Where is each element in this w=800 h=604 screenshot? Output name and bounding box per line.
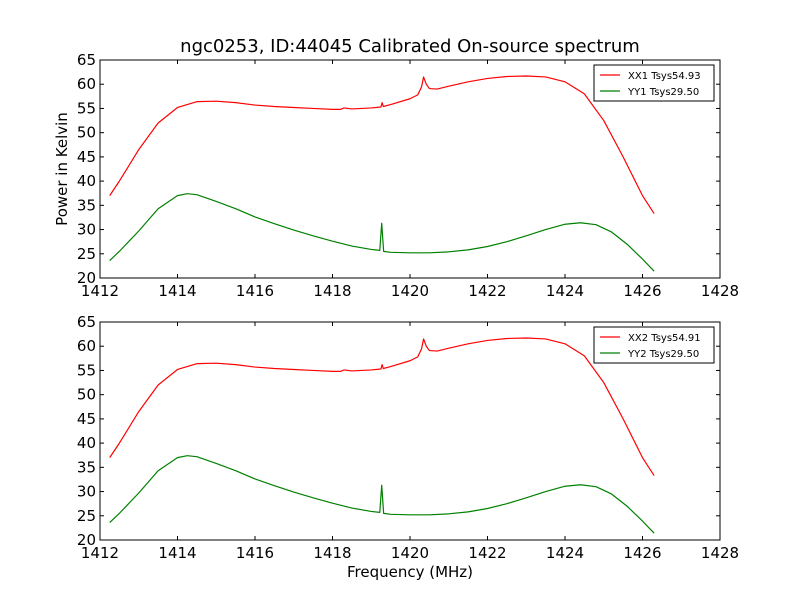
y-tick-label: 30: [77, 483, 96, 501]
x-tick-label: 1416: [236, 544, 274, 562]
y-tick-label: 20: [77, 531, 96, 549]
x-tick-label: 1426: [623, 282, 661, 300]
legend: XX1 Tsys54.93 YY1 Tsys29.50: [593, 64, 715, 102]
x-tick-label: 1420: [391, 282, 429, 300]
x-tick-label: 1418: [313, 544, 351, 562]
y-tick-label: 65: [77, 313, 96, 331]
x-tick-label: 1424: [546, 282, 584, 300]
y-tick-label: 45: [77, 410, 96, 428]
legend-entry-label: YY1 Tsys29.50: [627, 87, 699, 98]
x-tick-label: 1412: [81, 544, 119, 562]
top-spectrum-panel: 1412 1414 1416 1418 1420 1422 1424 1426 1428 20 25…: [53, 51, 739, 300]
x-tick-label: 1416: [236, 282, 274, 300]
legend-entry-label: XX2 Tsys54.91: [628, 333, 701, 344]
legend-entry-label: YY2 Tsys29.50: [627, 349, 699, 360]
x-tick-label: 1424: [546, 544, 584, 562]
y-tick-label: 50: [77, 386, 96, 404]
x-tick-label: 1414: [158, 282, 196, 300]
x-tick-label: 1420: [391, 544, 429, 562]
series-line-xx2: [109, 337, 655, 476]
series-line-xx1: [109, 75, 655, 214]
x-tick-label: 1412: [81, 282, 119, 300]
y-tick-label: 55: [77, 361, 96, 379]
y-tick-label: 55: [77, 99, 96, 117]
y-tick-label: 60: [77, 337, 96, 355]
y-tick-label: 50: [77, 124, 96, 142]
series-line-yy1: [109, 193, 655, 272]
legend-box: [593, 64, 715, 102]
x-axis-label: Frequency (MHz): [347, 563, 473, 581]
y-tick-label: 40: [77, 434, 96, 452]
bottom-spectrum-panel: 1412 1414 1416 1418 1420 1422 1424 1426 1428 20 25…: [77, 313, 739, 581]
y-tick-label: 20: [77, 269, 96, 287]
legend-box: [593, 326, 715, 364]
legend: XX2 Tsys54.91 YY2 Tsys29.50: [593, 326, 715, 364]
x-tick-label: 1426: [623, 544, 661, 562]
y-tick-label: 40: [77, 172, 96, 190]
y-tick-label: 25: [77, 245, 96, 263]
series-line-yy2: [109, 455, 655, 534]
x-tick-label: 1414: [158, 544, 196, 562]
y-axis-label: Power in Kelvin: [53, 112, 71, 226]
x-tick-label: 1422: [468, 544, 506, 562]
x-tick-label: 1428: [701, 282, 739, 300]
x-tick-label: 1418: [313, 282, 351, 300]
y-tick-label: 60: [77, 75, 96, 93]
y-tick-label: 30: [77, 221, 96, 239]
legend-entry-label: XX1 Tsys54.93: [628, 71, 701, 82]
y-tick-label: 35: [77, 458, 96, 476]
y-tick-label: 45: [77, 148, 96, 166]
x-tick-label: 1422: [468, 282, 506, 300]
y-tick-label: 25: [77, 507, 96, 525]
y-tick-label: 35: [77, 196, 96, 214]
x-tick-label: 1428: [701, 544, 739, 562]
y-tick-label: 65: [77, 51, 96, 69]
figure-title: ngc0253, ID:44045 Calibrated On-source s…: [180, 36, 640, 57]
